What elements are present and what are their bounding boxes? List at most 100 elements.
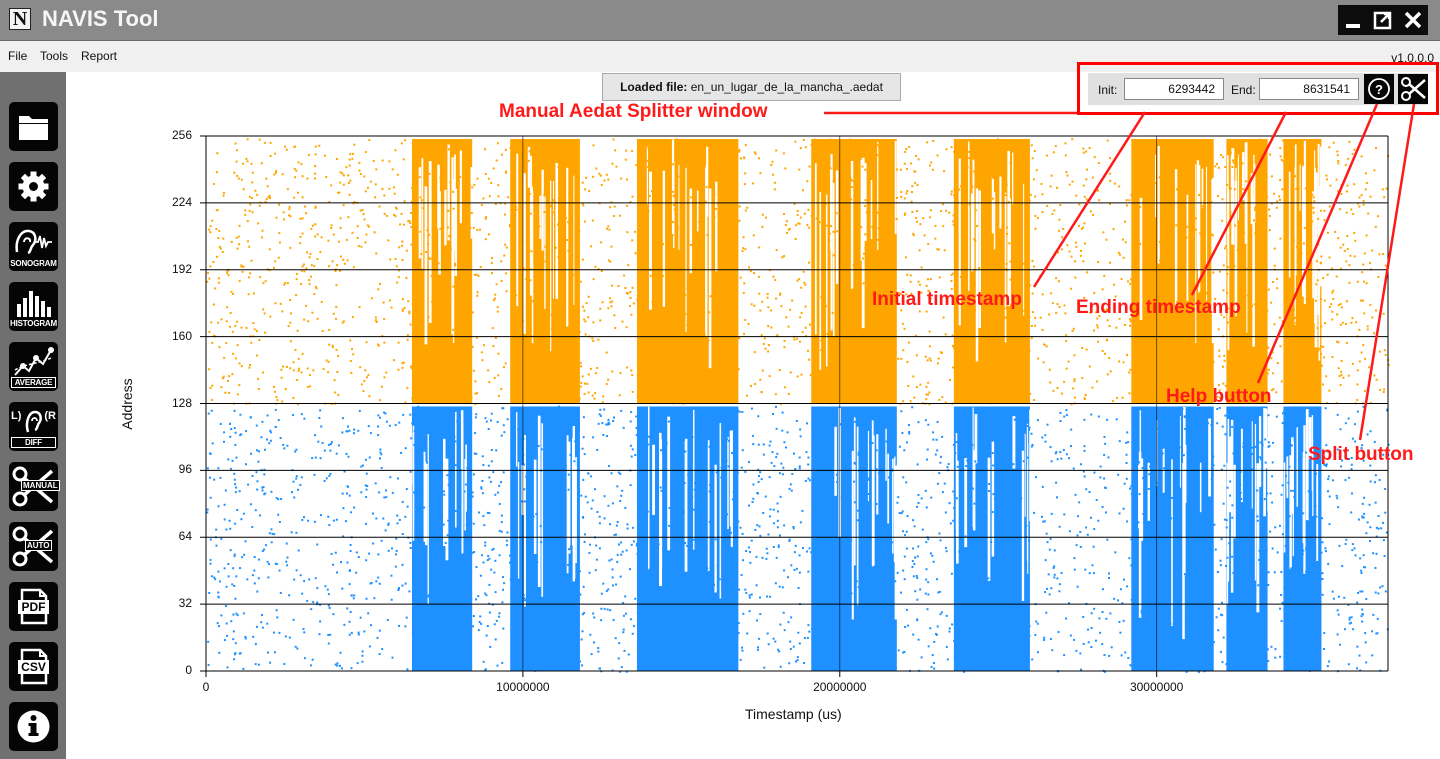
event-point [1139, 242, 1142, 245]
event-point [1215, 616, 1218, 619]
event-point [1224, 384, 1227, 387]
event-point [1060, 457, 1063, 460]
event-point [1053, 209, 1056, 212]
settings-button[interactable] [9, 162, 58, 211]
event-point [1206, 343, 1209, 346]
event-point [1012, 488, 1015, 491]
info-button[interactable] [9, 702, 58, 751]
burst-gap [1012, 416, 1016, 469]
event-point [1382, 453, 1385, 456]
sonogram-button[interactable]: SONOGRAM [9, 222, 58, 271]
event-point [377, 288, 380, 291]
event-point [976, 391, 979, 394]
event-point [505, 539, 508, 542]
event-point [383, 318, 386, 321]
event-point [1191, 235, 1194, 238]
event-point [920, 266, 923, 269]
event-point [216, 255, 219, 258]
event-point [699, 434, 702, 437]
event-point [1307, 611, 1310, 614]
event-point [472, 369, 475, 372]
auto-split-button[interactable]: AUTO [9, 522, 58, 571]
diff-button[interactable]: L) (R DIFF [9, 402, 58, 451]
event-point [340, 255, 343, 258]
event-point [216, 622, 219, 625]
event-point [1224, 166, 1227, 169]
event-point [351, 231, 354, 234]
event-point [452, 146, 455, 149]
event-point [1073, 557, 1076, 560]
event-point [675, 304, 678, 307]
event-point [223, 567, 226, 570]
event-point [406, 333, 409, 336]
event-point [1265, 257, 1268, 260]
restore-button[interactable] [1368, 5, 1398, 35]
event-point [314, 434, 317, 437]
event-point [559, 176, 562, 179]
event-point [1212, 455, 1215, 458]
menu-report[interactable]: Report [81, 49, 118, 63]
event-point [926, 393, 929, 396]
close-button[interactable] [1398, 5, 1428, 35]
event-point [864, 537, 867, 540]
event-point [732, 491, 735, 494]
event-point [1262, 165, 1265, 168]
event-point [1059, 419, 1062, 422]
event-point [722, 349, 725, 352]
event-point [868, 591, 871, 594]
event-point [1331, 291, 1334, 294]
manual-split-button[interactable]: MANUAL [9, 462, 60, 511]
event-point [683, 376, 686, 379]
burst-gap [1308, 417, 1312, 459]
event-point [1010, 625, 1013, 628]
event-point [867, 262, 870, 265]
event-point [561, 662, 564, 665]
event-point [504, 213, 507, 216]
event-point [251, 197, 254, 200]
event-point [1092, 545, 1095, 548]
histogram-button[interactable]: HISTOGRAM [9, 282, 58, 331]
end-timestamp-input[interactable] [1259, 78, 1359, 100]
average-button[interactable]: AVERAGE [9, 342, 58, 391]
export-csv-button[interactable]: CSV [9, 642, 58, 691]
event-point [290, 312, 293, 315]
init-timestamp-input[interactable] [1124, 78, 1224, 100]
event-point [366, 186, 369, 189]
event-point [1142, 175, 1145, 178]
app-logo: N [9, 8, 31, 30]
event-point [885, 374, 888, 377]
event-point [244, 213, 247, 216]
event-point [505, 290, 508, 293]
event-point [607, 225, 610, 228]
event-point [999, 145, 1002, 148]
event-point [1164, 549, 1167, 552]
event-point [812, 399, 815, 402]
menu-tools[interactable]: Tools [40, 49, 69, 63]
event-point [728, 239, 731, 242]
minimize-button[interactable] [1338, 5, 1368, 35]
open-file-button[interactable] [9, 102, 58, 151]
split-button[interactable] [1398, 74, 1428, 104]
event-point [1315, 515, 1318, 518]
menu-file[interactable]: File [8, 49, 28, 63]
help-button[interactable]: ? [1364, 74, 1394, 104]
event-point [961, 411, 964, 414]
event-point [1082, 470, 1085, 473]
event-point [1103, 670, 1106, 673]
event-point [995, 388, 998, 391]
event-point [614, 637, 617, 640]
event-point [394, 206, 397, 209]
event-point [671, 501, 674, 504]
event-point [948, 378, 951, 381]
event-point [1166, 270, 1169, 273]
export-pdf-button[interactable]: PDF [9, 582, 58, 631]
event-point [538, 266, 541, 269]
event-point [1203, 500, 1206, 503]
event-point [1225, 306, 1228, 309]
event-point [1092, 329, 1095, 332]
event-point [1360, 351, 1363, 354]
event-point [749, 384, 752, 387]
event-point [713, 642, 716, 645]
event-point [553, 200, 556, 203]
event-point [1232, 572, 1235, 575]
